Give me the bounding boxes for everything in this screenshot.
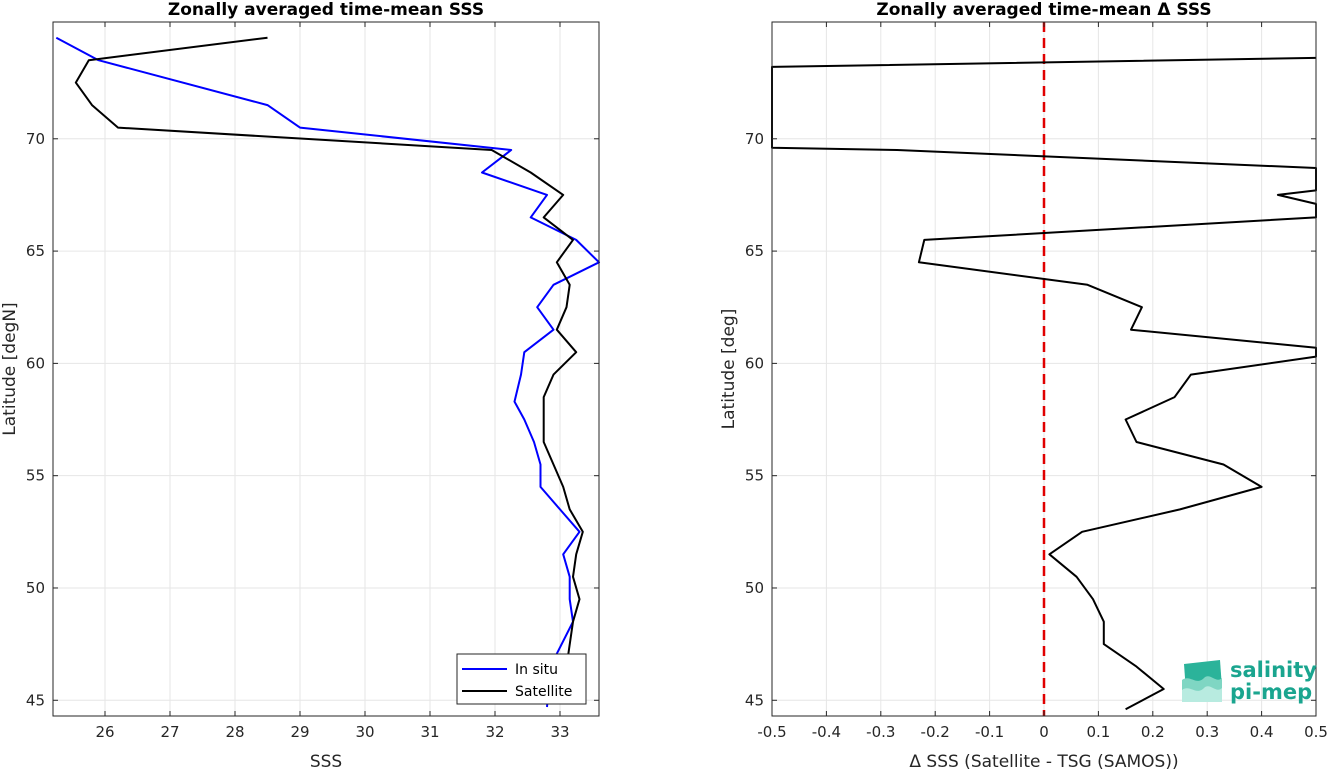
wave-icon: [1182, 660, 1222, 702]
x-tick-label: 0.3: [1195, 723, 1219, 741]
y-tick-label: 60: [26, 354, 45, 372]
legend: In situ Satellite: [456, 653, 587, 705]
panel-zonal-mean-delta-sss: -0.5 -0.4 -0.3 -0.2 -0.1 0 0.1 0.2 0.3 0.4 0.5 45 5…: [719, 0, 1328, 769]
legend-label-satellite: Satellite: [515, 684, 572, 700]
chart-title-right: Zonally averaged time-mean Δ SSS: [876, 0, 1211, 20]
axes-frame-left: [52, 21, 600, 717]
logo-text-line1: salinity: [1230, 658, 1317, 682]
salinity-pi-mep-logo: salinity pi-mep: [1182, 658, 1317, 704]
legend-box: [456, 653, 587, 705]
x-tick-label: 33: [550, 723, 569, 741]
y-axis-label-right: Latitude [deg]: [719, 309, 739, 430]
x-tick-label: 31: [420, 723, 439, 741]
x-tick-label: 28: [225, 723, 244, 741]
series-line-right-0: [771, 56, 1317, 711]
x-tick-label: -0.1: [975, 723, 1004, 741]
y-tick-label: 50: [26, 579, 45, 597]
y-tick-label: 45: [26, 691, 45, 709]
y-tick-label: 60: [745, 354, 764, 372]
y-ticks-left: 45 50 55 60 65 70: [26, 130, 599, 709]
x-tick-label: 0.1: [1086, 723, 1110, 741]
y-tick-label: 50: [745, 579, 764, 597]
x-tick-label: 29: [290, 723, 309, 741]
x-axis-label-left: SSS: [310, 752, 342, 769]
grid-left: [53, 22, 599, 716]
series-right: [771, 56, 1317, 711]
x-tick-label: -0.5: [757, 723, 786, 741]
x-tick-label: -0.2: [921, 723, 950, 741]
y-tick-label: 70: [745, 130, 764, 148]
y-ticks-right: 45 50 55 60 65 70: [745, 130, 1316, 709]
x-tick-label: 0.5: [1304, 723, 1328, 741]
y-tick-label: 65: [745, 242, 764, 260]
y-tick-label: 45: [745, 691, 764, 709]
x-tick-label: -0.4: [812, 723, 841, 741]
series-line-satellite: [74, 36, 584, 701]
x-tick-label: 32: [485, 723, 504, 741]
y-tick-label: 70: [26, 130, 45, 148]
x-ticks-right: -0.5 -0.4 -0.3 -0.2 -0.1 0 0.1 0.2 0.3 0.4 0.5: [757, 22, 1328, 741]
series-line-in-situ: [55, 36, 600, 708]
chart-title-left: Zonally averaged time-mean SSS: [168, 0, 484, 20]
y-tick-label: 55: [745, 467, 764, 485]
panel-zonal-mean-sss: 26 27 28 29 30 31 32 33 45 50 55 60 65 70 Zonally av…: [0, 0, 600, 769]
x-axis-label-right: Δ SSS (Satellite - TSG (SAMOS)): [909, 752, 1178, 769]
y-tick-label: 65: [26, 242, 45, 260]
x-tick-label: 0.2: [1141, 723, 1165, 741]
logo-text-line2: pi-mep: [1230, 680, 1312, 704]
x-tick-label: 30: [355, 723, 374, 741]
legend-label-in-situ: In situ: [515, 662, 558, 678]
series-left: [55, 36, 600, 708]
x-tick-label: 0: [1039, 723, 1049, 741]
x-tick-label: 0.4: [1250, 723, 1274, 741]
y-axis-label-left: Latitude [degN]: [0, 302, 20, 435]
x-ticks-left: 26 27 28 29 30 31 32 33: [95, 22, 570, 741]
y-tick-label: 55: [26, 467, 45, 485]
x-tick-label: -0.3: [866, 723, 895, 741]
x-tick-label: 26: [95, 723, 114, 741]
x-tick-label: 27: [160, 723, 179, 741]
